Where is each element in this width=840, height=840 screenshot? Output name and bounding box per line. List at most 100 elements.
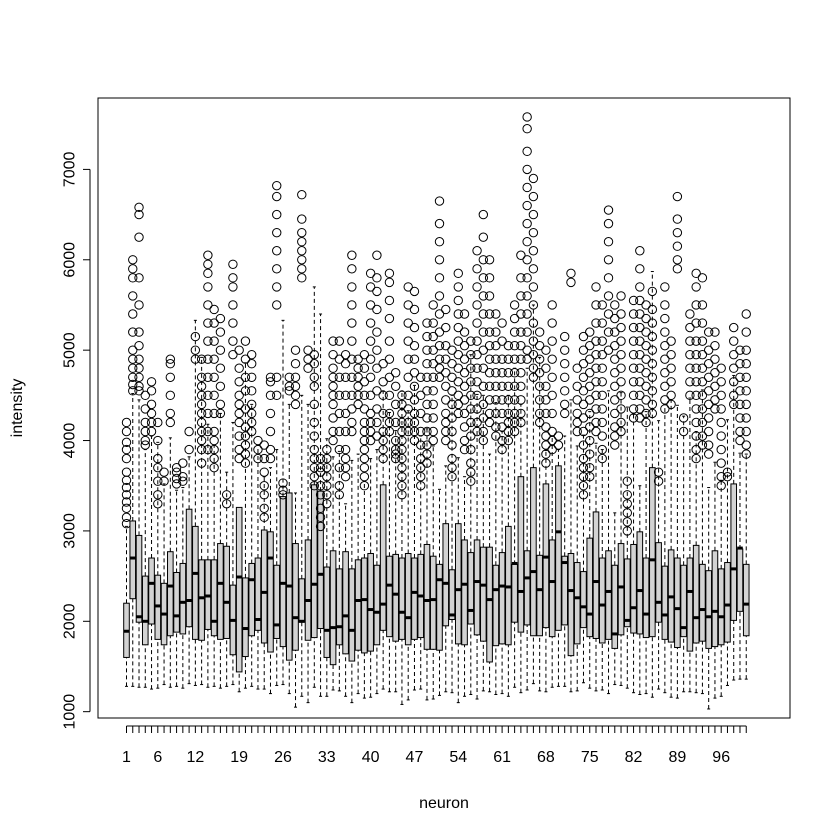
outlier-point [509,395,520,405]
outlier-point [384,408,395,419]
outlier-point [309,417,319,428]
outlier-point [353,381,363,392]
outlier-point [228,336,238,346]
outlier-point [209,453,219,464]
outlier-point [247,426,257,437]
outlier-point [703,359,714,369]
outlier-point [522,112,532,122]
outlier-point [196,390,207,401]
outlier-point [484,273,495,283]
outlier-point [153,435,163,446]
outlier-point [359,462,370,473]
outlier-point [290,359,301,369]
box [454,523,462,645]
outlier-point [735,372,745,382]
outlier-point [741,426,751,437]
outlier-point [478,399,489,410]
outlier-point [697,363,708,373]
outlier-point [165,372,176,382]
box [285,492,293,661]
outlier-point [397,417,407,428]
outlier-point [422,386,432,396]
outlier-point [372,345,382,355]
outlier-point [572,381,582,392]
outlier-point [685,309,695,319]
outlier-point [240,404,251,414]
box [555,465,562,631]
outlier-point [128,379,138,390]
box-group [128,255,138,687]
outlier-point [547,354,557,364]
box [686,557,694,652]
outlier-point [628,336,639,346]
outlier-point [203,250,213,260]
box-group [290,345,301,708]
outlier-point [641,313,651,324]
box-group [578,331,589,684]
box [304,539,312,641]
outlier-point [666,399,676,410]
outlier-point [522,273,532,283]
outlier-point [428,426,438,437]
outlier-point [209,444,219,455]
outlier-point [278,478,288,488]
outlier-point [484,291,495,301]
outlier-point [340,462,351,473]
outlier-point [653,467,664,477]
box [480,546,487,642]
outlier-point [691,417,701,428]
outlier-point [578,481,589,491]
outlier-point [378,444,388,455]
box-group [215,313,226,689]
outlier-point [215,399,226,410]
outlier-point [516,368,526,378]
box-group [453,268,463,704]
box-group [322,438,332,697]
outlier-point [203,408,213,419]
outlier-point [660,313,670,324]
outlier-point [729,399,739,410]
outlier-point [647,345,658,355]
outlier-point [641,408,651,419]
outlier-point [403,336,413,346]
outlier-point [228,349,238,360]
outlier-point [585,462,595,473]
box [192,525,199,640]
box [217,543,224,640]
outlier-point [347,404,357,414]
outlier-point [691,282,701,292]
outlier-point [603,309,614,319]
outlier-point [453,399,463,410]
box [548,539,556,638]
outlier-point [735,359,745,369]
outlier-point [509,354,520,364]
box-group [247,349,257,687]
outlier-point [434,372,445,382]
box-group [153,417,163,689]
box-group [409,286,420,691]
outlier-point [234,363,244,373]
outlier-point [228,300,238,310]
outlier-point [259,467,269,477]
outlier-point [528,246,539,256]
outlier-point [422,399,432,410]
outlier-point [378,426,388,437]
outlier-point [691,300,701,310]
outlier-point [146,377,157,387]
outlier-point [666,363,676,373]
outlier-point [472,363,482,373]
outlier-point [741,399,751,410]
outlier-point [365,354,376,364]
box-group [365,268,376,698]
outlier-point [315,490,326,500]
outlier-point [428,435,438,446]
outlier-point [397,408,407,419]
outlier-point [697,404,708,414]
box [317,490,324,630]
outlier-point [272,372,282,382]
outlier-point [509,408,520,419]
outlier-point [140,426,150,437]
outlier-point [153,499,163,509]
outlier-point [240,449,251,459]
outlier-point [685,377,695,387]
